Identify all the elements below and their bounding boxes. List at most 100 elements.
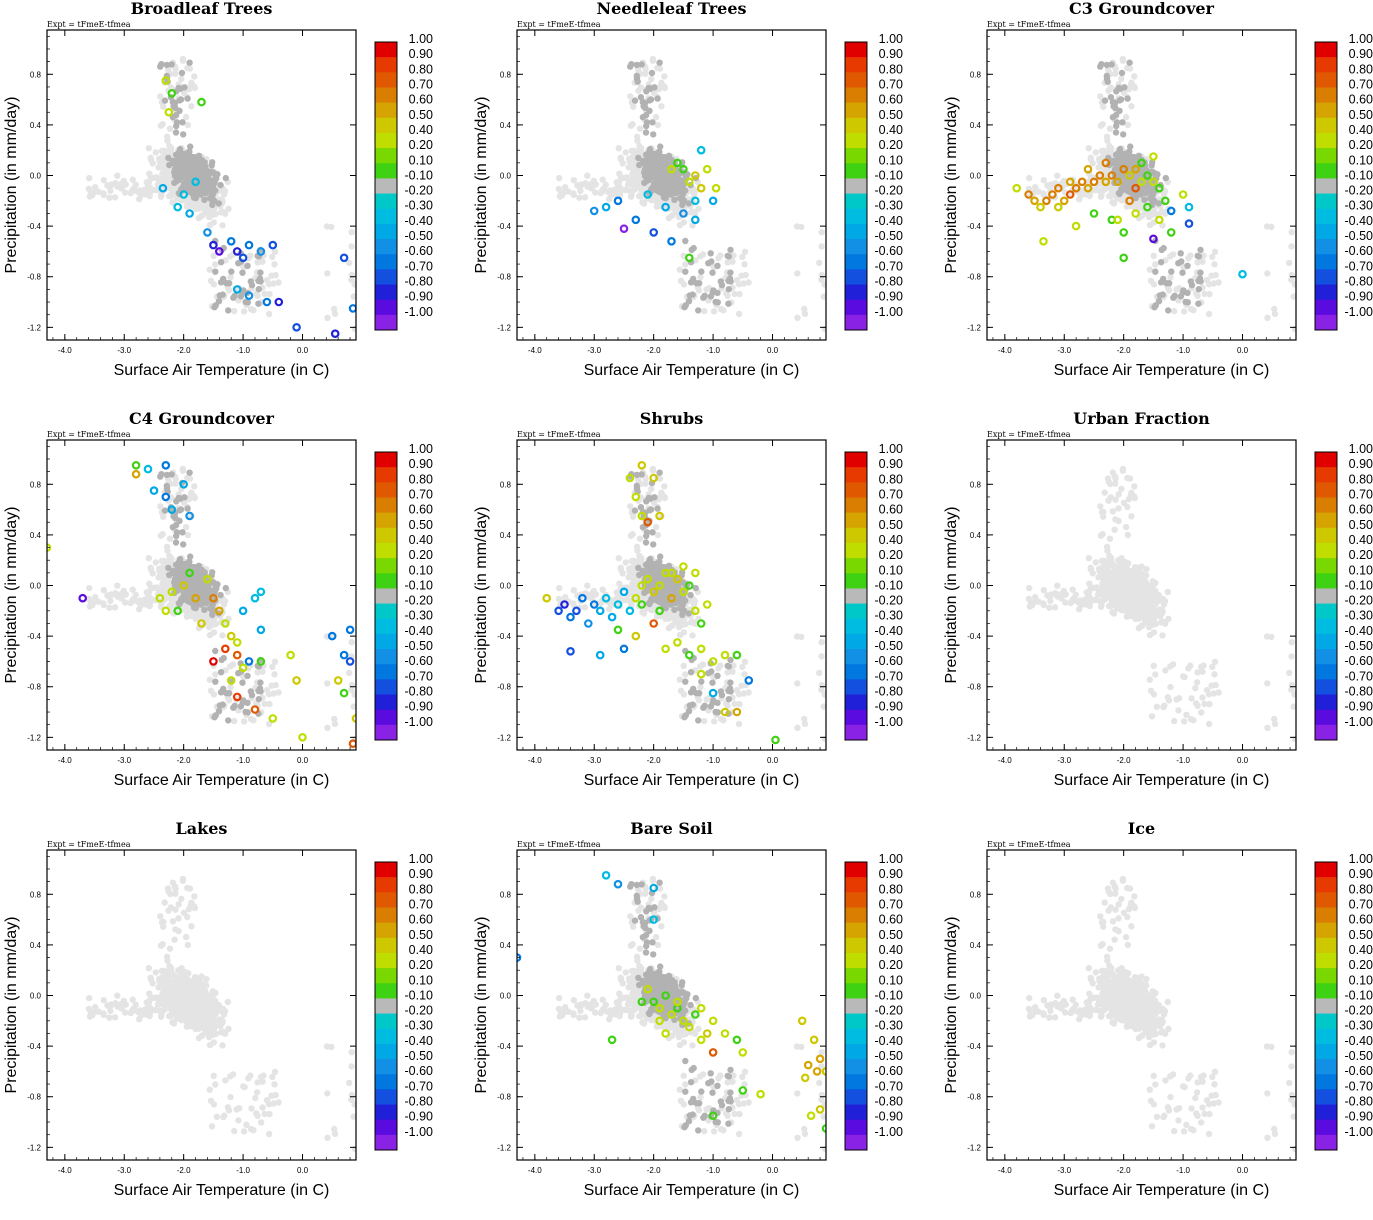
colorbar-tick-label: 0.80 [1349, 62, 1373, 76]
background-point [628, 192, 634, 198]
background-point [146, 145, 152, 151]
background-point [575, 182, 581, 188]
neutral-point [709, 270, 715, 276]
background-point [92, 594, 98, 600]
data-point [341, 255, 347, 261]
colorbar-swatch [375, 315, 397, 331]
colorbar-tick-label: 0.50 [409, 108, 433, 122]
neutral-point [158, 471, 164, 477]
background-point [1127, 65, 1133, 71]
data-point [710, 198, 716, 204]
neutral-point [257, 679, 263, 685]
colorbar-swatch [375, 57, 397, 73]
background-point [271, 671, 277, 677]
colorbar-tick-label: -0.40 [875, 214, 904, 228]
data-point [1168, 229, 1174, 235]
data-point [1186, 204, 1192, 210]
data-point [1115, 217, 1121, 223]
background-point [120, 591, 126, 597]
colorbar-tick-label: 0.70 [1349, 77, 1373, 91]
neutral-point [205, 170, 211, 176]
neutral-point [1179, 270, 1185, 276]
neutral-point [244, 263, 250, 269]
background-point [1194, 259, 1200, 265]
y-tick-label: 0.4 [500, 121, 512, 130]
background-point [1098, 123, 1104, 129]
colorbar-swatch [1315, 209, 1337, 225]
background-point [616, 179, 622, 185]
background-point [114, 593, 120, 599]
neutral-point [649, 162, 655, 168]
colorbar-tick-label: -0.30 [875, 199, 904, 213]
neutral-point [1122, 154, 1128, 160]
colorbar-tick-label: 1.00 [1349, 32, 1373, 46]
background-point [1264, 270, 1270, 276]
neutral-point [225, 717, 231, 723]
neutral-point [256, 286, 262, 292]
neutral-point [1159, 247, 1165, 253]
x-axis-label: Surface Air Temperature (in C) [1054, 362, 1270, 379]
panel-title: C3 Groundcover [1069, 0, 1215, 18]
neutral-point [174, 529, 180, 535]
y-tick-label: -0.8 [27, 273, 41, 282]
background-point [146, 179, 152, 185]
neutral-point [689, 247, 695, 253]
background-point [1093, 149, 1099, 155]
data-point [1186, 220, 1192, 226]
colorbar-tick-label: -0.70 [1345, 259, 1373, 273]
data-point [252, 595, 258, 601]
background-point [227, 684, 233, 690]
background-point [1107, 126, 1113, 132]
background-point [114, 173, 120, 179]
colorbar-swatch [845, 118, 867, 134]
neutral-point [218, 669, 224, 675]
neutral-point [213, 302, 219, 308]
background-point [221, 601, 227, 607]
neutral-point [1112, 100, 1118, 106]
neutral-point [165, 155, 171, 161]
background-point [794, 315, 800, 321]
data-point [603, 204, 609, 210]
background-point [1147, 267, 1153, 273]
y-tick-label: 0.8 [30, 480, 42, 489]
y-tick-label: 0.4 [30, 121, 42, 130]
background-point [1185, 255, 1191, 261]
colorbar-swatch [1315, 163, 1337, 179]
colorbar-tick-label: -0.90 [405, 290, 434, 304]
data-point [698, 185, 704, 191]
neutral-point [708, 258, 714, 264]
neutral-point [676, 179, 682, 185]
neutral-point [636, 162, 642, 168]
colorbar-tick-label: 0.10 [879, 153, 903, 167]
neutral-point [239, 270, 245, 276]
neutral-point [255, 301, 261, 307]
background-point [1167, 253, 1173, 259]
background-point [351, 281, 357, 287]
background-point [324, 270, 330, 276]
background-point [254, 293, 260, 299]
neutral-point [642, 166, 648, 172]
background-point [616, 145, 622, 151]
neutral-point [1197, 269, 1203, 275]
background-point [158, 123, 164, 129]
background-point [1209, 254, 1215, 260]
points-layer [86, 56, 358, 337]
neutral-point [1124, 95, 1130, 101]
data-point [1156, 217, 1162, 223]
neutral-point [1163, 175, 1169, 181]
neutral-point [230, 705, 236, 711]
background-point [653, 114, 659, 120]
data-point [80, 595, 86, 601]
data-point [686, 255, 692, 261]
neutral-point [642, 100, 648, 106]
neutral-point [1180, 287, 1186, 293]
data-point [240, 608, 246, 614]
background-point [603, 182, 609, 188]
neutral-point [643, 129, 649, 135]
neutral-point [223, 175, 229, 181]
x-tick-label: -2.0 [647, 346, 661, 355]
y-tick-label: -0.4 [497, 222, 511, 231]
neutral-point [648, 96, 654, 102]
background-point [101, 177, 107, 183]
